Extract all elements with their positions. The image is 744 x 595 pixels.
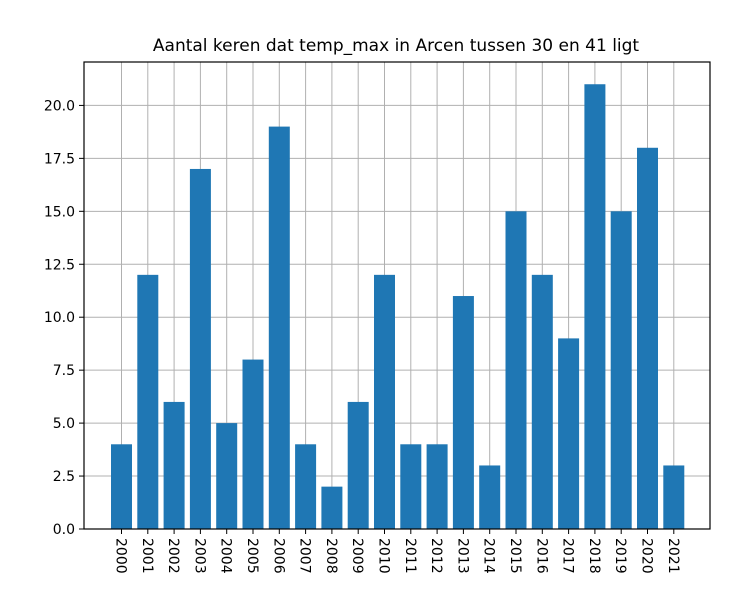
bar-2009: [347, 401, 369, 529]
bar-2008: [321, 486, 343, 529]
bar-2017: [558, 338, 580, 529]
x-tick-label: 2008: [323, 538, 339, 574]
x-tick-label: 2002: [165, 538, 181, 574]
x-tick-label: 2000: [113, 538, 129, 574]
x-tick-label: 2006: [270, 538, 286, 574]
x-tick-label: 2009: [349, 538, 365, 574]
y-tick-label: 2.5: [53, 469, 75, 485]
bar-2019: [610, 211, 632, 529]
x-tick-label: 2017: [560, 538, 576, 574]
bar-2004: [216, 423, 238, 529]
x-tick-label: 2004: [218, 538, 234, 574]
y-tick-label: 12.5: [44, 257, 75, 273]
x-tick-label: 2016: [533, 538, 549, 574]
y-tick-label: 15.0: [44, 204, 75, 220]
y-axis: 0.0 2.5 5.0 7.5 10.0 12.5 15.0 17.5 20.0: [44, 98, 84, 538]
bar-2001: [137, 274, 159, 529]
x-axis: 2000 2001 2002 2003 2004 2005 2006 2007 2008 2009…: [113, 529, 681, 574]
bar-2003: [189, 168, 211, 529]
bar-2014: [479, 465, 501, 529]
bar-2002: [163, 401, 185, 529]
chart-title: Aantal keren dat temp_max in Arcen tusse…: [153, 36, 640, 56]
x-tick-label: 2010: [376, 538, 392, 574]
bar-2016: [531, 274, 553, 529]
x-tick-label: 2012: [428, 538, 444, 574]
bar-2010: [374, 274, 395, 529]
x-tick-label: 2020: [639, 538, 655, 574]
x-tick-label: 2003: [191, 538, 207, 574]
x-tick-label: 2021: [665, 538, 681, 574]
bars-layer: [111, 84, 685, 529]
bar-2013: [452, 296, 474, 529]
x-tick-label: 2019: [612, 538, 628, 574]
x-tick-label: 2013: [454, 538, 470, 574]
bar-2000: [111, 444, 132, 529]
x-tick-label: 2015: [507, 538, 523, 574]
bar-2018: [584, 84, 606, 529]
y-tick-label: 5.0: [53, 416, 75, 432]
bar-2012: [426, 444, 448, 529]
x-tick-label: 2018: [586, 538, 602, 574]
bar-2006: [268, 126, 290, 529]
y-tick-label: 20.0: [44, 98, 75, 114]
y-tick-label: 17.5: [44, 151, 75, 167]
x-tick-label: 2005: [244, 538, 260, 574]
bar-2007: [295, 444, 317, 529]
bar-2021: [663, 465, 685, 529]
y-tick-label: 7.5: [53, 363, 75, 379]
bar-2005: [242, 359, 264, 529]
plot-frame: [83, 61, 711, 530]
bar-2011: [400, 444, 422, 529]
y-tick-label: 10.0: [44, 310, 75, 326]
x-tick-label: 2011: [402, 538, 418, 574]
bar-2015: [505, 211, 527, 529]
bar-2020: [637, 147, 658, 529]
x-tick-label: 2014: [481, 538, 497, 574]
y-tick-label: 0.0: [53, 522, 75, 538]
x-tick-label: 2001: [139, 538, 155, 574]
x-tick-label: 2007: [297, 538, 313, 574]
